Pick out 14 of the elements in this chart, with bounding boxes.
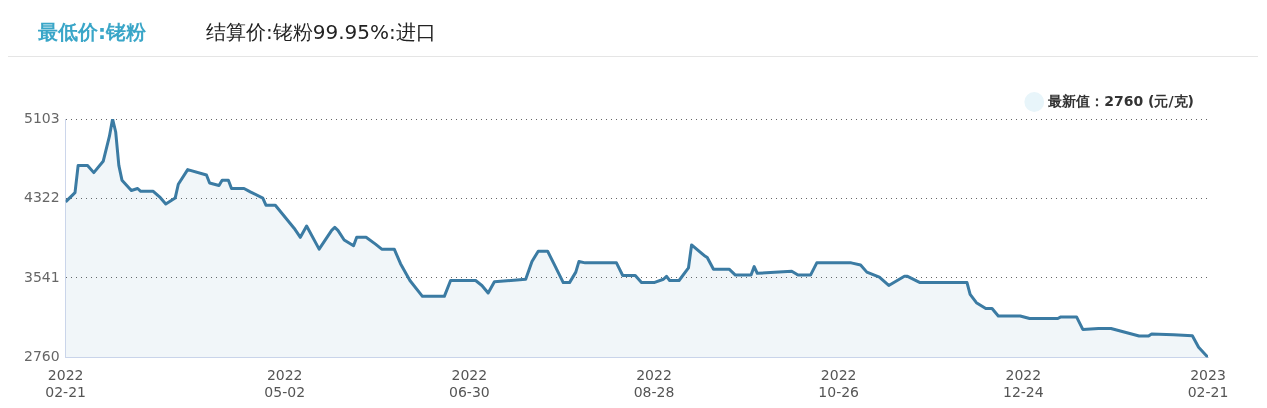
x-tick-label: 2022 10-26	[818, 367, 860, 401]
legend-label: 最新值：2760 (元/克)	[1047, 92, 1194, 109]
x-tick-label: 2022 05-02	[264, 367, 306, 401]
x-tick-label: 2023 02-21	[1187, 367, 1229, 401]
chart-title: 最低价:铑粉	[38, 18, 146, 46]
y-tick-label: 2760	[23, 348, 60, 365]
y-tick-label: 4322	[23, 189, 60, 206]
chart-subtitle: 结算价:铑粉99.95%:进口	[206, 18, 436, 46]
y-tick-label: 3541	[23, 268, 60, 285]
x-tick-label: 2022 02-21	[45, 367, 86, 401]
x-tick-label: 2022 12-24	[1003, 367, 1044, 401]
x-tick-label: 2022 08-28	[633, 367, 675, 401]
y-tick-label: 5103	[23, 109, 60, 126]
x-tick-label: 2022 06-30	[449, 367, 490, 401]
